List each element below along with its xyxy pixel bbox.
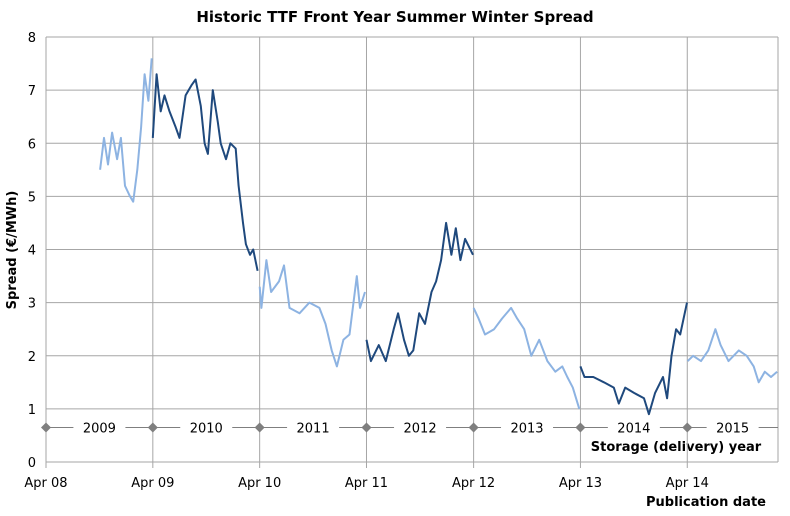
series-line-2013: [472, 306, 581, 410]
series-line-2011: [258, 259, 366, 368]
storage-year-label-2011: 2011: [297, 421, 330, 436]
year-boundary-diamond: [254, 422, 265, 433]
x-tick-label: Apr 14: [666, 476, 709, 491]
y-tick-label: 1: [28, 403, 36, 418]
storage-year-label-2013: 2013: [510, 421, 543, 436]
y-tick-label: 4: [28, 244, 36, 259]
y-axis-label: Spread (€/MWh): [5, 191, 20, 310]
series-line-2015: [686, 328, 778, 384]
y-tick-label: 6: [28, 137, 36, 152]
chart-title: Historic TTF Front Year Summer Winter Sp…: [196, 8, 593, 26]
storage-year-label-2012: 2012: [404, 421, 437, 436]
x-tick-label: Apr 13: [559, 476, 602, 491]
year-boundary-diamond: [41, 422, 51, 433]
year-boundary-diamond: [361, 422, 372, 433]
year-boundary-diamond: [468, 422, 479, 433]
x-tick-label: Apr 08: [24, 476, 67, 491]
y-tick-label: 0: [28, 456, 36, 471]
storage-year-label-2009: 2009: [83, 421, 116, 436]
storage-year-label-2010: 2010: [190, 421, 223, 436]
y-tick-label: 2: [28, 350, 36, 365]
year-boundary-diamond: [147, 422, 158, 433]
series-line-2012: [365, 221, 474, 363]
storage-year-label: Storage (delivery) year: [591, 440, 762, 455]
year-boundary-diamond: [575, 422, 586, 433]
x-tick-label: Apr 11: [345, 476, 388, 491]
x-tick-label: Apr 09: [131, 476, 174, 491]
series-line-2009: [99, 58, 153, 203]
x-axis-label: Publication date: [646, 495, 766, 510]
storage-year-label-2015: 2015: [716, 421, 749, 436]
x-tick-label: Apr 10: [238, 476, 281, 491]
y-tick-label: 7: [28, 84, 36, 99]
year-boundary-diamond: [682, 422, 693, 433]
y-tick-label: 3: [28, 297, 36, 312]
series-line-2014: [579, 302, 688, 416]
x-tick-label: Apr 12: [452, 476, 495, 491]
series-line-2010: [151, 73, 259, 272]
storage-year-label-2014: 2014: [617, 421, 650, 436]
y-tick-label: 8: [28, 31, 36, 46]
y-tick-label: 5: [28, 190, 36, 205]
